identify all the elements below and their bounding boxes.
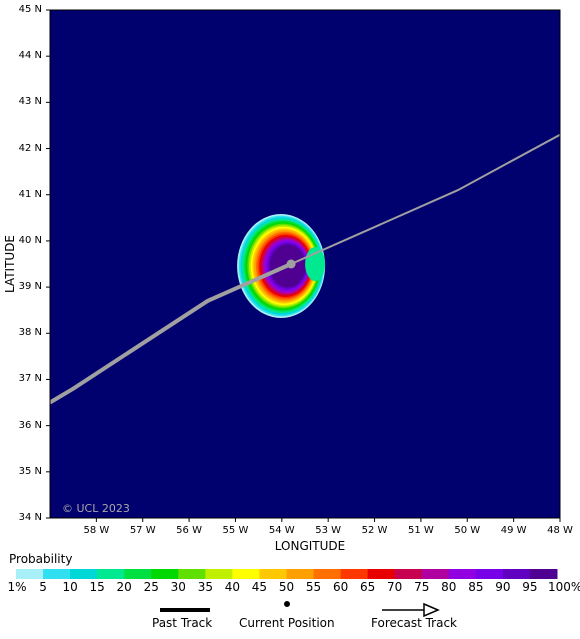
colorbar-label: 40: [224, 580, 241, 594]
x-tick-label: 58 W: [83, 525, 110, 536]
colorbar-label: 15: [89, 580, 105, 594]
probability-map: [46, 9, 561, 522]
colorbar-swatch: [475, 569, 504, 579]
colorbar-swatch: [259, 569, 287, 579]
colorbar-label: 100%: [548, 580, 580, 594]
current-position-legend-dot: [284, 601, 290, 607]
colorbar-swatch: [178, 569, 206, 579]
colorbar-swatch: [286, 569, 315, 579]
y-tick-label: 40 N: [18, 234, 42, 246]
colorbar-label: 85: [468, 580, 484, 594]
y-tick-label: 36 N: [18, 419, 42, 431]
y-tick-label: 42 N: [18, 142, 42, 154]
x-tick-label: 49 W: [500, 525, 527, 536]
forecast-track-legend-label: Forecast Track: [371, 616, 457, 630]
x-tick-label: 50 W: [454, 525, 481, 536]
y-tick-label: 37 N: [18, 373, 42, 385]
y-tick-label: 39 N: [18, 281, 42, 293]
x-tick-label: 52 W: [361, 525, 388, 536]
y-tick-label: 34 N: [18, 512, 42, 523]
colorbar-swatch: [16, 569, 44, 579]
axis-ticks: [46, 9, 561, 522]
colorbar-label: 55: [305, 580, 322, 594]
colorbar-label: 20: [116, 580, 132, 594]
x-tick-label: 54 W: [268, 525, 295, 536]
past-track-line: [50, 262, 292, 405]
colorbar-label: 70: [387, 580, 403, 594]
colorbar-swatch: [367, 569, 396, 579]
colorbar-label: 35: [197, 580, 213, 594]
y-tick-label: 45 N: [18, 4, 42, 15]
colorbar-label: 60: [332, 580, 349, 594]
forecast-track-line: [290, 133, 560, 265]
colorbar-label: 10: [62, 580, 78, 594]
x-tick-label: 57 W: [129, 525, 156, 536]
colorbar-label: 95: [522, 580, 538, 594]
colorbar-swatch: [97, 569, 125, 579]
colorbar-swatch: [529, 569, 558, 579]
colorbar-label: 1%: [7, 580, 27, 594]
colorbar-swatch: [43, 569, 71, 579]
colorbar-label: 90: [495, 580, 511, 594]
colorbar-label: 80: [441, 580, 457, 594]
colorbar-swatch: [421, 569, 450, 579]
probability-colorbar: [16, 569, 558, 579]
y-tick-label: 44 N: [18, 50, 42, 62]
colorbar-swatch: [313, 569, 342, 579]
x-tick-label: 53 W: [315, 525, 342, 536]
colorbar-swatch: [502, 569, 531, 579]
copyright-notice: © UCL 2023: [62, 502, 130, 515]
colorbar-swatch: [448, 569, 477, 579]
colorbar-swatch: [340, 569, 369, 579]
colorbar-label: 75: [414, 580, 430, 594]
x-tick-label: 56 W: [176, 525, 202, 536]
colorbar-label: 30: [170, 580, 186, 594]
x-tick-label: 48 W: [547, 525, 573, 536]
colorbar-swatch: [124, 569, 152, 579]
y-tick-label: 41 N: [18, 188, 42, 200]
probability-contour: [305, 247, 326, 281]
y-tick-label: 35 N: [18, 465, 42, 477]
probability-legend-title: Probability: [9, 552, 73, 566]
colorbar-swatch: [394, 569, 423, 579]
y-tick-label: 43 N: [18, 96, 42, 108]
track-legend-symbols: [160, 601, 440, 618]
colorbar-swatch: [151, 569, 179, 579]
colorbar-label: 5: [39, 580, 47, 594]
arrow-icon: [423, 602, 440, 618]
colorbar-label: 50: [278, 580, 295, 594]
colorbar-swatch: [205, 569, 233, 579]
past-track-legend-label: Past Track: [152, 616, 213, 630]
colorbar-label: 25: [143, 580, 159, 594]
x-axis-label: LONGITUDE: [274, 539, 346, 553]
current-position-legend-label: Current Position: [239, 616, 335, 630]
colorbar-label: 45: [251, 580, 268, 594]
y-tick-label: 38 N: [18, 327, 42, 339]
colorbar-swatch: [70, 569, 98, 579]
x-tick-label: 55 W: [222, 525, 249, 536]
colorbar-swatch: [232, 569, 260, 579]
current-position-marker: [286, 259, 296, 269]
strike-probability-area: [237, 214, 326, 318]
colorbar-label: 65: [360, 580, 376, 594]
x-tick-label: 51 W: [408, 525, 434, 536]
y-axis-label: LATITUDE: [3, 234, 17, 294]
